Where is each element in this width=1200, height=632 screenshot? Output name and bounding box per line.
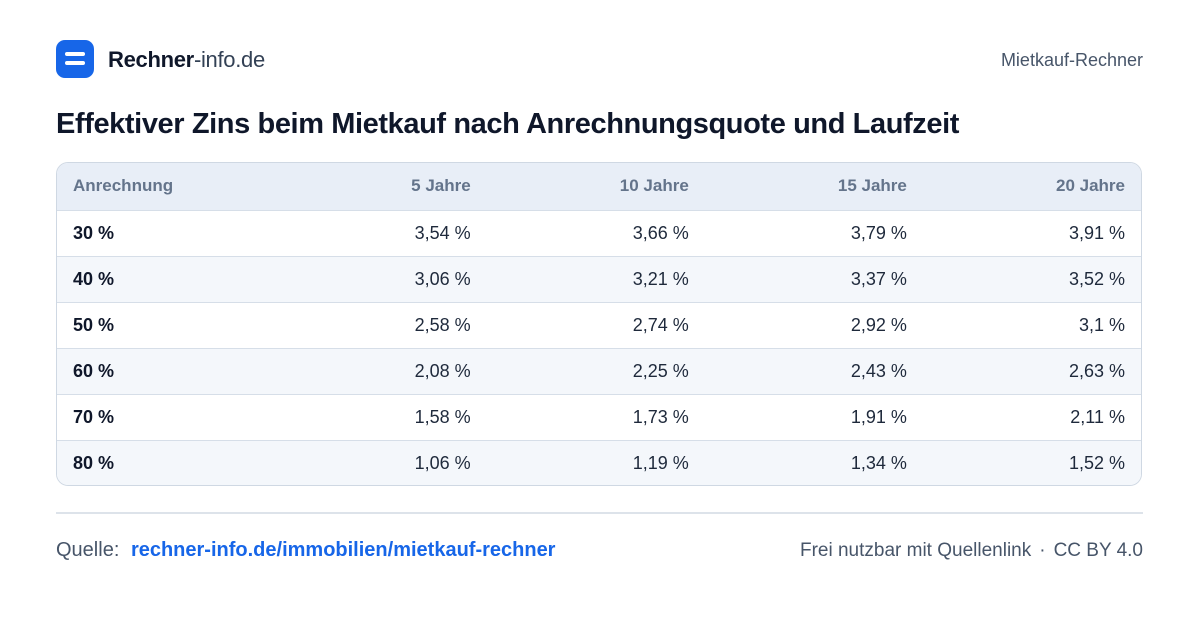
table-row: 30 % 3,54 % 3,66 % 3,79 % 3,91 %	[57, 210, 1141, 256]
row-label-cell: 30 %	[73, 222, 115, 243]
column-header: 10 Jahre	[619, 176, 689, 196]
value-cell: 1,19 %	[632, 452, 689, 473]
value-cell: 3,66 %	[632, 222, 689, 243]
table-body: 30 % 3,54 % 3,66 % 3,79 % 3,91 % 40 % 3,06 % 3,…	[57, 210, 1141, 485]
footer-divider	[56, 512, 1143, 514]
data-table-container: Anrechnung 5 Jahre 10 Jahre 15 Jahre 20 …	[56, 162, 1142, 486]
value-cell: 3,21 %	[632, 268, 689, 289]
value-cell: 2,25 %	[632, 360, 689, 381]
logo-bar-bottom	[65, 61, 85, 65]
value-cell: 1,52 %	[1068, 452, 1125, 473]
value-cell: 3,91 %	[1068, 222, 1125, 243]
page-category: Mietkauf-Rechner	[1000, 50, 1143, 70]
license-separator: ·	[1039, 540, 1046, 561]
logo-bar-top	[65, 52, 85, 56]
data-table: Anrechnung 5 Jahre 10 Jahre 15 Jahre 20 …	[57, 163, 1141, 485]
license-line: Frei nutzbar mit Quellenlink · CC BY 4.0	[800, 540, 1143, 562]
row-label-cell: 50 %	[73, 314, 115, 335]
brand-name-bold: Rechner	[108, 47, 194, 72]
table-row: 80 % 1,06 % 1,19 % 1,34 % 1,52 %	[57, 440, 1141, 485]
source-label: Quelle:	[56, 539, 120, 561]
value-cell: 3,37 %	[850, 268, 907, 289]
value-cell: 2,08 %	[414, 360, 471, 381]
value-cell: 3,06 %	[414, 268, 471, 289]
column-header: Anrechnung	[73, 176, 174, 196]
brand-name[interactable]: Rechner-info.de	[108, 47, 265, 73]
value-cell: 2,43 %	[850, 360, 907, 381]
column-header: 15 Jahre	[837, 176, 907, 196]
value-cell: 2,63 %	[1068, 360, 1125, 381]
value-cell: 2,11 %	[1070, 406, 1125, 427]
table-row: 60 % 2,08 % 2,25 % 2,43 % 2,63 %	[57, 348, 1141, 394]
value-cell: 2,92 %	[850, 314, 907, 335]
logo-icon[interactable]	[56, 40, 94, 78]
value-cell: 3,79 %	[850, 222, 907, 243]
value-cell: 3,54 %	[414, 222, 471, 243]
table-row: 50 % 2,58 % 2,74 % 2,92 % 3,1 %	[57, 302, 1141, 348]
table-header-row: Anrechnung 5 Jahre 10 Jahre 15 Jahre 20 …	[57, 163, 1141, 210]
value-cell: 1,73 %	[632, 406, 689, 427]
value-cell: 1,34 %	[850, 452, 907, 473]
column-header: 5 Jahre	[411, 176, 471, 196]
page-title: Effektiver Zins beim Mietkauf nach Anrec…	[56, 108, 960, 140]
value-cell: 2,74 %	[632, 314, 689, 335]
source-line: Quelle: rechner-info.de/immobilien/mietk…	[56, 539, 555, 562]
row-label-cell: 80 %	[73, 452, 115, 473]
value-cell: 1,58 %	[414, 406, 471, 427]
column-header: 20 Jahre	[1056, 176, 1125, 196]
value-cell: 1,91 %	[850, 406, 907, 427]
brand-name-light: -info.de	[193, 47, 265, 72]
table-row: 40 % 3,06 % 3,21 % 3,37 % 3,52 %	[57, 256, 1141, 302]
value-cell: 2,58 %	[414, 314, 471, 335]
license-name: CC BY 4.0	[1053, 540, 1143, 561]
value-cell: 3,1 %	[1078, 314, 1125, 335]
value-cell: 3,52 %	[1068, 268, 1125, 289]
table-row: 70 % 1,58 % 1,73 % 1,91 % 2,11 %	[57, 394, 1141, 440]
row-label-cell: 70 %	[73, 406, 115, 427]
row-label-cell: 40 %	[73, 268, 115, 289]
license-text: Frei nutzbar mit Quellenlink	[799, 540, 1032, 561]
value-cell: 1,06 %	[414, 452, 471, 473]
source-link[interactable]: rechner-info.de/immobilien/mietkauf-rech…	[130, 539, 556, 561]
row-label-cell: 60 %	[73, 360, 115, 381]
site-header: Rechner-info.de Mietkauf-Rechner	[56, 40, 1143, 80]
